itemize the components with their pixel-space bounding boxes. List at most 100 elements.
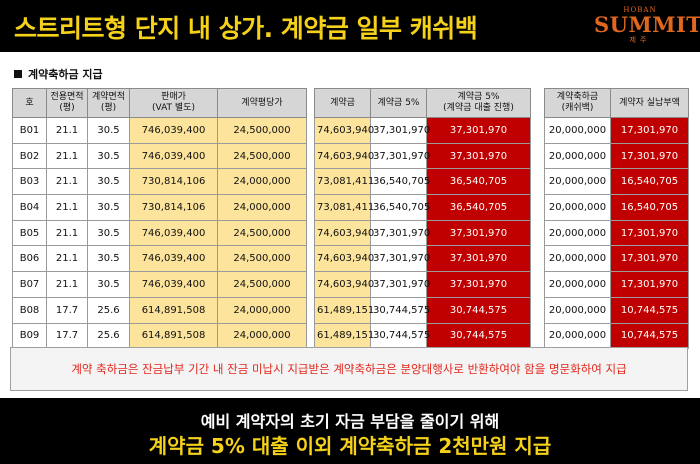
cashback-table: 계약축하금 (캐쉬백) 계약자 실납부액 20,000,000 17,301,970… xyxy=(544,88,689,350)
column-header: 계약자 실납부액 xyxy=(610,88,689,118)
table-cell: 74,603,940 xyxy=(314,219,374,247)
table-cell: 10,744,575 xyxy=(610,322,689,350)
table-cell: 74,603,940 xyxy=(314,142,374,170)
table-cell: 21.1 xyxy=(46,168,88,196)
table-cell: 24,000,000 xyxy=(217,194,307,221)
logo-small-text: HOBAN xyxy=(623,6,657,14)
table-cell: 17,301,970 xyxy=(610,117,689,144)
table-row: B02 21.1 30.5 746,039,400 24,500,000 xyxy=(12,142,307,170)
table-cell: 16,540,705 xyxy=(610,194,689,221)
table-row: 73,081,411 36,540,705 36,540,705 xyxy=(314,194,531,221)
table-row: 61,489,151 30,744,575 30,744,575 xyxy=(314,322,531,350)
table-cell: 61,489,151 xyxy=(314,296,374,324)
table-cell: 17,301,970 xyxy=(610,271,689,298)
table-cell: 17,301,970 xyxy=(610,219,689,247)
table-cell: 20,000,000 xyxy=(544,168,611,196)
table-row: B08 17.7 25.6 614,891,508 24,000,000 xyxy=(12,296,307,324)
table-cell: 24,500,000 xyxy=(217,271,307,298)
table-row: 20,000,000 10,744,575 xyxy=(544,296,689,324)
table-cell: 21.1 xyxy=(46,117,88,144)
footer-banner: 예비 계약자의 초기 자금 부담을 줄이기 위해 계약금 5% 대출 이외 계약… xyxy=(0,398,700,464)
column-header: 계약평당가 xyxy=(217,88,307,118)
column-header: 호 xyxy=(12,88,47,118)
table-header-row: 계약축하금 (캐쉬백) 계약자 실납부액 xyxy=(544,88,689,118)
table-cell: 36,540,705 xyxy=(370,194,430,221)
table-cell: B01 xyxy=(12,117,47,144)
table-cell: 37,301,970 xyxy=(370,117,430,144)
table-cell: 74,603,940 xyxy=(314,117,374,144)
table-cell: B03 xyxy=(12,168,47,196)
table-cell: 21.1 xyxy=(46,194,88,221)
table-cell: 746,039,400 xyxy=(129,142,218,170)
table-cell: 37,301,970 xyxy=(426,245,531,273)
table-cell: 30.5 xyxy=(87,245,130,273)
footer-line-1: 예비 계약자의 초기 자금 부담을 줄이기 위해 xyxy=(200,412,500,431)
unit-price-table: 호 전용면적 (평) 계약면적 (평) 판매가 (VAT 별도) 계약평당가 B01 21… xyxy=(12,88,307,350)
table-row: 74,603,940 37,301,970 37,301,970 xyxy=(314,245,531,273)
table-row: B01 21.1 30.5 746,039,400 24,500,000 xyxy=(12,117,307,144)
table-cell: 614,891,508 xyxy=(129,322,218,350)
table-cell: 21.1 xyxy=(46,219,88,247)
table-cell: B09 xyxy=(12,322,47,350)
footer-line-2: 계약금 5% 대출 이외 계약축하금 2천만원 지급 xyxy=(148,434,552,458)
column-header: 계약축하금 (캐쉬백) xyxy=(544,88,611,118)
table-cell: 37,301,970 xyxy=(426,142,531,170)
table-cell: 614,891,508 xyxy=(129,296,218,324)
table-row: 20,000,000 16,540,705 xyxy=(544,168,689,196)
table-cell: 30.5 xyxy=(87,117,130,144)
table-cell: B04 xyxy=(12,194,47,221)
table-row: 20,000,000 17,301,970 xyxy=(544,245,689,273)
table-row: 61,489,151 30,744,575 30,744,575 xyxy=(314,296,531,324)
deposit-table: 계약금 계약금 5% 계약금 5% (계약금 대출 진행) 74,603,940 37… xyxy=(314,88,531,350)
table-cell: 20,000,000 xyxy=(544,142,611,170)
table-cell: 24,500,000 xyxy=(217,245,307,273)
table-cell: 30.5 xyxy=(87,219,130,247)
table-cell: 746,039,400 xyxy=(129,219,218,247)
table-cell: 30.5 xyxy=(87,271,130,298)
table-row: B06 21.1 30.5 746,039,400 24,500,000 xyxy=(12,245,307,273)
section-title: 계약축하금 지급 xyxy=(14,66,103,82)
table-cell: B06 xyxy=(12,245,47,273)
table-header-row: 계약금 계약금 5% 계약금 5% (계약금 대출 진행) xyxy=(314,88,531,118)
table-cell: 20,000,000 xyxy=(544,194,611,221)
table-cell: 17,301,970 xyxy=(610,142,689,170)
table-cell: 20,000,000 xyxy=(544,219,611,247)
column-header: 계약금 xyxy=(314,88,371,118)
table-cell: 730,814,106 xyxy=(129,194,218,221)
table-cell: 37,301,970 xyxy=(426,219,531,247)
table-cell: 37,301,970 xyxy=(370,219,430,247)
table-row: B05 21.1 30.5 746,039,400 24,500,000 xyxy=(12,219,307,247)
table-cell: 10,744,575 xyxy=(610,296,689,324)
table-cell: 74,603,940 xyxy=(314,271,374,298)
table-cell: 25.6 xyxy=(87,296,130,324)
hoban-summit-logo: HOBAN SUMMIT 제주 xyxy=(594,6,700,44)
table-cell: 24,000,000 xyxy=(217,168,307,196)
table-cell: 16,540,705 xyxy=(610,168,689,196)
table-cell: 20,000,000 xyxy=(544,322,611,350)
table-cell: 21.1 xyxy=(46,245,88,273)
column-header: 계약면적 (평) xyxy=(87,88,130,118)
table-cell: 37,301,970 xyxy=(370,271,430,298)
table-cell: 73,081,411 xyxy=(314,168,374,196)
table-cell: 21.1 xyxy=(46,142,88,170)
table-cell: 25.6 xyxy=(87,322,130,350)
table-cell: 30.5 xyxy=(87,168,130,196)
table-row: 20,000,000 17,301,970 xyxy=(544,271,689,298)
table-row: B03 21.1 30.5 730,814,106 24,000,000 xyxy=(12,168,307,196)
table-cell: 24,000,000 xyxy=(217,322,307,350)
table-cell: B02 xyxy=(12,142,47,170)
table-cell: 746,039,400 xyxy=(129,117,218,144)
column-header: 판매가 (VAT 별도) xyxy=(129,88,218,118)
table-cell: 30,744,575 xyxy=(426,322,531,350)
header-banner: 스트리트형 단지 내 상가. 계약금 일부 캐쉬백 HOBAN SUMMIT 제… xyxy=(0,0,700,52)
square-bullet-icon xyxy=(14,70,22,78)
table-row: B04 21.1 30.5 730,814,106 24,000,000 xyxy=(12,194,307,221)
table-row: 74,603,940 37,301,970 37,301,970 xyxy=(314,219,531,247)
table-row: 74,603,940 37,301,970 37,301,970 xyxy=(314,117,531,144)
table-cell: 36,540,705 xyxy=(426,168,531,196)
table-cell: B05 xyxy=(12,219,47,247)
table-cell: 30,744,575 xyxy=(426,296,531,324)
table-cell: 17.7 xyxy=(46,296,88,324)
notice-box: 계약 축하금은 잔금납부 기간 내 잔금 미납시 지급받은 계약축하금은 분양대… xyxy=(10,347,688,391)
table-cell: 17,301,970 xyxy=(610,245,689,273)
